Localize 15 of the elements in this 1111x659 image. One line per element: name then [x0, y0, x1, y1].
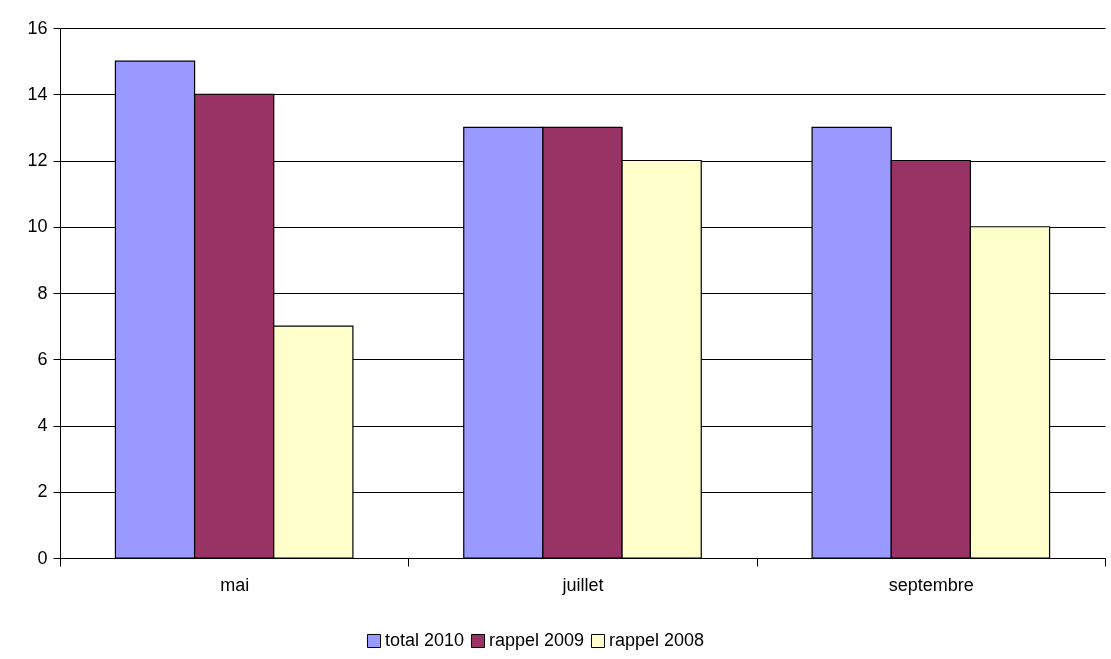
y-tick-label: 8: [37, 282, 48, 303]
y-tick-label: 2: [37, 481, 48, 502]
y-tick-label: 14: [27, 83, 48, 104]
x-tick-label: septembre: [888, 574, 974, 595]
y-tick-label: 12: [27, 150, 48, 170]
legend-label: rappel 2009: [489, 630, 585, 650]
x-tick-label: juillet: [561, 574, 604, 595]
y-tick-label: 6: [37, 348, 48, 369]
y-tick-label: 10: [27, 216, 48, 237]
legend-label: rappel 2008: [609, 630, 705, 650]
x-tick-label: mai: [220, 574, 250, 595]
y-tick-label: 4: [37, 415, 48, 435]
legend-label: total 2010: [385, 630, 465, 650]
y-tick-label: 16: [27, 17, 48, 38]
y-tick-label: 0: [37, 547, 48, 568]
